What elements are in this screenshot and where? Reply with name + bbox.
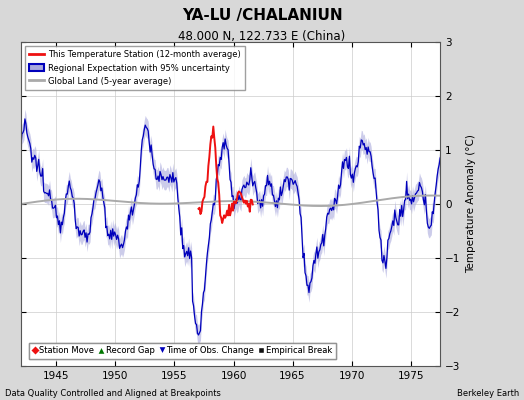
Legend: Station Move, Record Gap, Time of Obs. Change, Empirical Break: Station Move, Record Gap, Time of Obs. C… [29,343,336,358]
Text: 48.000 N, 122.733 E (China): 48.000 N, 122.733 E (China) [178,30,346,43]
Y-axis label: Temperature Anomaly (°C): Temperature Anomaly (°C) [466,134,476,274]
Text: Berkeley Earth: Berkeley Earth [456,389,519,398]
Text: YA-LU /CHALANIUN: YA-LU /CHALANIUN [182,8,342,23]
Text: Data Quality Controlled and Aligned at Breakpoints: Data Quality Controlled and Aligned at B… [5,389,221,398]
